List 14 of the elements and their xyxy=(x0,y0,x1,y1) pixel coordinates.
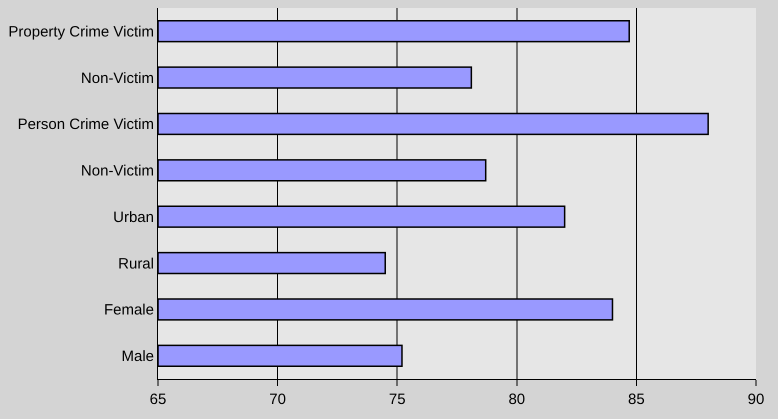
y-tick-label: Property Crime Victim xyxy=(8,23,154,40)
x-tick-label: 85 xyxy=(628,391,645,408)
y-tick-label: Non-Victim xyxy=(80,162,154,180)
y-tick-label: Rural xyxy=(118,255,154,272)
y-tick-label: Non-Victim xyxy=(80,70,154,87)
y-tick-label: Male xyxy=(121,348,154,366)
y-tick-label: Female xyxy=(104,302,154,319)
x-tick-label: 75 xyxy=(388,391,406,408)
y-tick-label: Urban xyxy=(113,208,154,226)
x-tick-label: 90 xyxy=(748,391,764,408)
x-tick-label: 65 xyxy=(150,391,166,408)
y-tick-label: Person Crime Victim xyxy=(18,116,154,134)
x-tick-label: 70 xyxy=(269,391,286,408)
x-tick-label: 80 xyxy=(508,391,526,408)
